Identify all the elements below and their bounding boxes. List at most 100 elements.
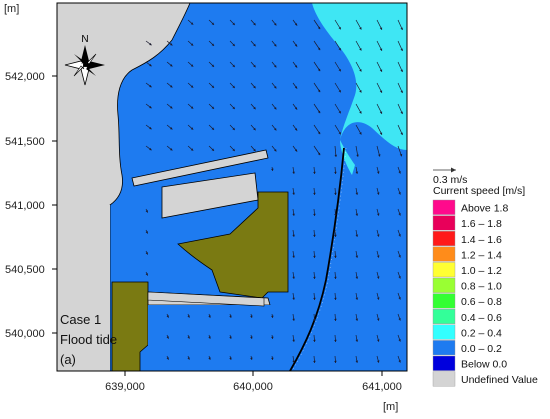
lower-land-strip (147, 291, 265, 307)
velocity-arrow-head (378, 154, 381, 157)
velocity-arrow-head (169, 148, 173, 151)
velocity-arrow-head (317, 26, 321, 30)
velocity-arrow-head (359, 48, 362, 51)
velocity-arrow-head (317, 110, 321, 114)
velocity-arrow-head (359, 132, 362, 135)
velocity-arrow-head (294, 44, 298, 47)
pier-strip (131, 149, 269, 187)
velocity-arrow-head (398, 360, 401, 363)
velocity-arrow-head (313, 318, 316, 321)
velocity-arrow-head (400, 69, 403, 73)
legend-swatch (432, 246, 456, 262)
compass-icon: N (64, 34, 105, 86)
y-tick-label: 540,500 (5, 264, 45, 276)
case-label-3: (a) (60, 352, 76, 367)
legend: 0.3 m/s Current speed [m/s] Above 1.8 1.6… (432, 167, 538, 387)
velocity-arrow-head (338, 110, 341, 114)
velocity-arrow-head (400, 90, 403, 94)
velocity-arrow-head (334, 234, 337, 237)
velocity-arrow-head (359, 90, 362, 93)
velocity-arrow-head (208, 336, 211, 339)
velocity-arrow-head (232, 22, 235, 26)
legend-label: 0.6 – 0.8 (461, 296, 502, 308)
velocity-arrow-head (166, 315, 169, 318)
velocity-arrow-head (187, 357, 190, 360)
velocity-arrow-head (376, 297, 380, 300)
legend-scale-arrow (433, 167, 456, 173)
velocity-arrow-head (379, 69, 383, 72)
velocity-arrow-head (379, 27, 383, 30)
velocity-arrow-head (334, 171, 337, 174)
velocity-arrow-head (271, 357, 274, 360)
velocity-arrow-head (334, 297, 337, 300)
velocity-arrow-head (338, 68, 341, 72)
velocity-arrow-head (292, 297, 295, 300)
velocity-arrow-head (211, 127, 215, 130)
case-label-2: Flood tide (60, 332, 117, 347)
reclaimed-strip-left (111, 281, 149, 371)
velocity-arrow-head (149, 126, 152, 130)
velocity-arrow-head (334, 339, 337, 342)
velocity-arrow-head (250, 336, 253, 339)
velocity-arrow-head (211, 64, 215, 67)
velocity-arrow-head (313, 339, 316, 342)
velocity-arrow-head (400, 132, 403, 136)
velocity-arrow-head (271, 336, 274, 339)
legend-swatch (432, 371, 456, 387)
legend-swatch (432, 215, 456, 231)
legend-swatch (432, 355, 456, 371)
velocity-arrow-head (398, 213, 401, 216)
velocity-arrow-head (399, 153, 403, 157)
velocity-arrow-head (274, 85, 277, 89)
reclaimed-area (177, 191, 289, 299)
velocity-arrow-head (274, 64, 277, 68)
velocity-arrow-head (149, 147, 152, 151)
legend-title: Current speed [m/s] (433, 185, 525, 197)
velocity-arrow-head (355, 192, 359, 195)
velocity-arrow-head (208, 315, 211, 318)
velocity-arrow-head (229, 315, 232, 318)
velocity-arrow-head (149, 84, 152, 88)
map-panel: N Case 1 Flood tide (a) [m] [m] 542,000 … (4, 2, 408, 413)
high-speed-zone (312, 3, 407, 150)
velocity-arrow-head (232, 64, 235, 68)
velocity-arrow-field (145, 19, 403, 364)
velocity-arrow-head (313, 213, 316, 216)
velocity-arrow-head (317, 89, 321, 93)
bottom-land-edge (57, 205, 110, 371)
velocity-arrow-head (379, 111, 383, 114)
velocity-arrow-head (398, 297, 401, 300)
velocity-arrow-head (376, 339, 380, 342)
velocity-arrow-head (313, 360, 316, 363)
y-tick-label: 541,000 (5, 200, 45, 212)
velocity-arrow-head (232, 106, 235, 110)
velocity-arrow-head (398, 255, 401, 258)
legend-label: Below 0.0 (461, 359, 507, 371)
velocity-arrow-head (253, 64, 256, 68)
y-axis-unit: [m] (4, 3, 19, 15)
velocity-arrow-head (317, 47, 321, 51)
velocity-arrow-head (292, 213, 295, 216)
velocity-arrow-head (292, 339, 295, 342)
velocity-arrow-head (274, 43, 277, 47)
velocity-arrow-head (379, 90, 383, 93)
velocity-arrow-head (338, 47, 341, 51)
velocity-arrow-head (359, 27, 362, 30)
legend-label: 0.0 – 0.2 (461, 343, 502, 355)
velocity-arrow-head (166, 336, 169, 339)
velocity-arrow-head (359, 111, 362, 114)
velocity-arrow-head (338, 131, 341, 135)
legend-swatch (432, 309, 456, 325)
legend-label: Above 1.8 (461, 203, 508, 215)
velocity-arrow-head (253, 22, 256, 26)
velocity-arrow-head (229, 336, 232, 339)
velocity-arrow-head (338, 26, 341, 30)
legend-label: 1.2 – 1.4 (461, 249, 502, 261)
velocity-arrow-head (398, 318, 401, 321)
velocity-arrow-head (313, 276, 316, 279)
velocity-arrow-head (274, 127, 277, 131)
velocity-arrow-head (400, 48, 403, 52)
velocity-arrow-head (190, 127, 194, 130)
velocity-arrow-head (232, 148, 235, 152)
